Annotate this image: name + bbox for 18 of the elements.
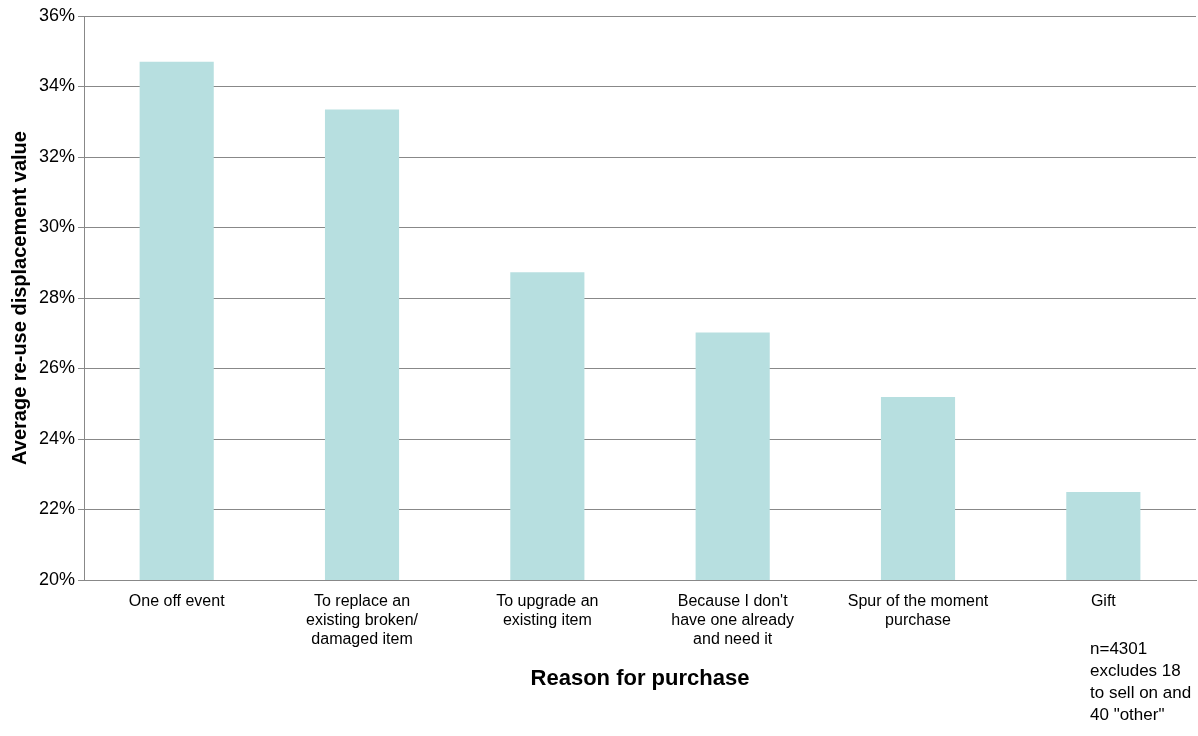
y-tick-label: 28% <box>39 286 76 307</box>
x-tick-label: Spur of the moment purchase <box>847 592 989 629</box>
y-tick-label: 32% <box>39 145 76 166</box>
x-tick-label: Because I don't have one already and need it <box>671 592 795 648</box>
y-axis-title: Average re-use displacement value <box>7 131 30 465</box>
x-axis-title: Reason for purchase <box>530 664 750 690</box>
text: n=4301 excludes 18 to sell on and 40 "other" <box>1090 638 1193 726</box>
y-tick-label: 26% <box>39 357 76 378</box>
y-tick-label: 20% <box>39 568 76 589</box>
y-tick-label: 36% <box>39 4 76 25</box>
y-tick-label: 22% <box>39 498 76 519</box>
x-tick-label: One off event <box>128 592 226 610</box>
x-tick-label: To upgrade an existing item <box>496 592 599 629</box>
x-tick-label: Gift <box>1090 592 1117 610</box>
y-tick-label: 34% <box>39 75 76 96</box>
x-tick-label: To replace an existing broken/ damaged item <box>305 592 419 648</box>
y-tick-label: 30% <box>39 216 76 237</box>
y-tick-label: 24% <box>39 427 76 448</box>
